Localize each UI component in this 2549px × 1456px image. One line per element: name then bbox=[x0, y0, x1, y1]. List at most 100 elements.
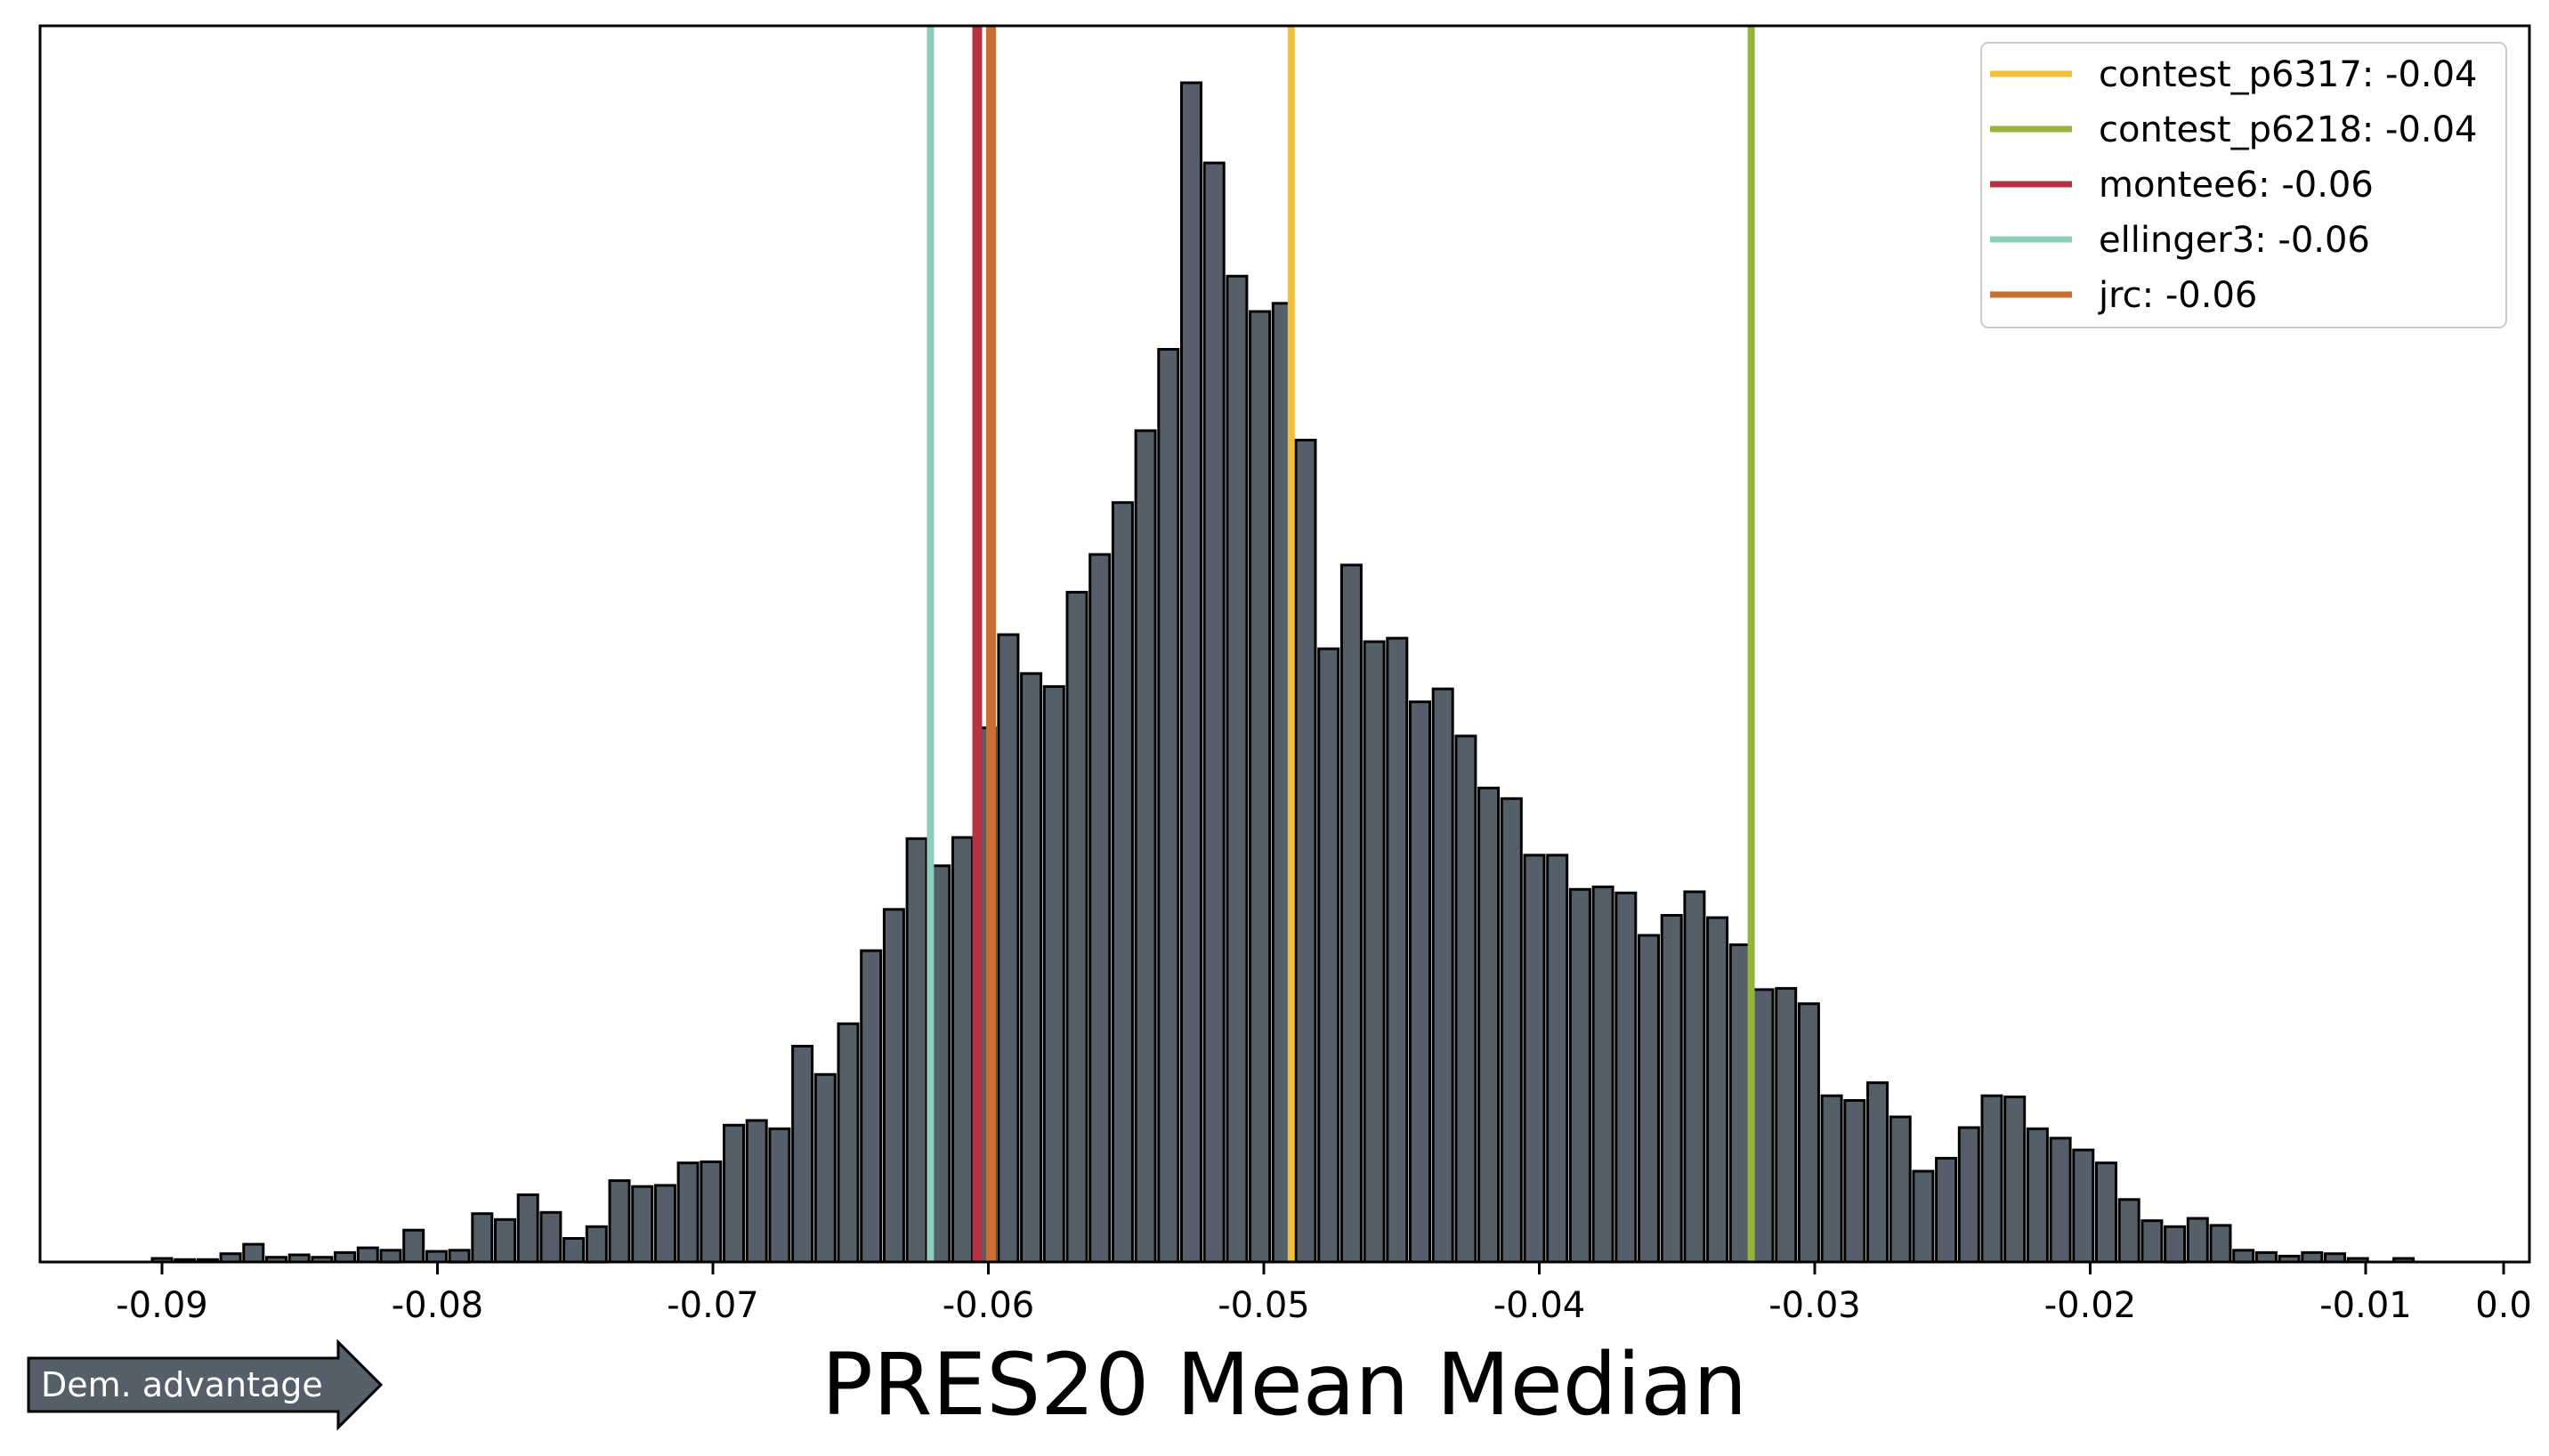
histogram-bar bbox=[402, 1228, 425, 1264]
histogram-bar bbox=[1843, 1099, 1866, 1264]
x-tick-label: -0.08 bbox=[392, 1285, 484, 1326]
histogram-bar bbox=[768, 1127, 791, 1264]
legend-entries: contest_p6317: -0.04 contest_p6218: -0.04… bbox=[1990, 54, 2478, 316]
histogram-bar bbox=[1339, 563, 1363, 1264]
histogram-bar bbox=[1912, 1169, 1935, 1264]
histogram-bar bbox=[1386, 636, 1409, 1264]
histogram-bar bbox=[1409, 700, 1431, 1264]
histogram-bar bbox=[1111, 501, 1134, 1264]
histogram-bar bbox=[1020, 672, 1043, 1264]
histogram-bar bbox=[562, 1237, 586, 1264]
histogram-bar bbox=[1568, 887, 1591, 1264]
x-tick-label: -0.02 bbox=[2044, 1285, 2137, 1326]
histogram-bar bbox=[1500, 797, 1523, 1264]
histogram-bar bbox=[1523, 853, 1546, 1264]
histogram-bar bbox=[1980, 1094, 2003, 1264]
histogram-bar bbox=[2003, 1096, 2027, 1264]
histogram-bar bbox=[1614, 891, 1638, 1264]
histogram-bar bbox=[860, 949, 883, 1264]
histogram-bar bbox=[1202, 161, 1226, 1264]
histogram-bar bbox=[2095, 1161, 2117, 1264]
legend-label-contest_p6218: contest_p6218: -0.04 bbox=[2099, 109, 2478, 150]
histogram-bar bbox=[1706, 916, 1729, 1264]
x-tick-label: -0.05 bbox=[1218, 1285, 1310, 1326]
histogram-bar bbox=[1866, 1081, 1889, 1264]
histogram-bar bbox=[1820, 1094, 1843, 1264]
legend-label-contest_p6317: contest_p6317: -0.04 bbox=[2099, 54, 2478, 95]
histogram-bar bbox=[1249, 310, 1272, 1264]
arrow-shape bbox=[27, 1339, 384, 1431]
histogram-bar bbox=[2232, 1249, 2255, 1264]
histogram-bar bbox=[242, 1242, 265, 1264]
dem-advantage-arrow: Dem. advantage bbox=[27, 1339, 384, 1431]
histogram-bar bbox=[997, 633, 1020, 1264]
histogram-bar bbox=[723, 1123, 745, 1264]
x-axis-label: PRES20 Mean Median bbox=[821, 1335, 1747, 1435]
histogram-bar bbox=[379, 1249, 402, 1264]
histogram-bar bbox=[676, 1161, 700, 1264]
legend-label-ellinger3: ellinger3: -0.06 bbox=[2099, 220, 2370, 261]
histogram-bar bbox=[837, 1022, 860, 1264]
reference-lines bbox=[927, 26, 1755, 1262]
histogram-bar bbox=[1226, 274, 1249, 1264]
histogram-bar bbox=[1042, 684, 1065, 1264]
histogram-bar bbox=[1683, 890, 1706, 1264]
x-tick-label: -0.07 bbox=[667, 1285, 759, 1326]
histogram-bar bbox=[2117, 1198, 2140, 1264]
histogram-bar bbox=[1454, 734, 1477, 1264]
histogram-bar bbox=[2301, 1250, 2324, 1264]
histogram-bar bbox=[608, 1179, 631, 1264]
histogram-bar bbox=[1546, 853, 1569, 1264]
histogram-bar bbox=[516, 1193, 539, 1264]
histogram-bar bbox=[1477, 786, 1501, 1264]
histogram-bar bbox=[2254, 1250, 2278, 1264]
histogram-bar bbox=[1294, 439, 1317, 1264]
histogram-bar bbox=[905, 837, 928, 1264]
histogram-bar bbox=[1157, 348, 1180, 1264]
histogram-bar bbox=[1180, 81, 1202, 1264]
histogram-bar bbox=[1065, 590, 1088, 1264]
arrow-label: Dem. advantage bbox=[41, 1365, 323, 1404]
legend-label-jrc: jrc: -0.06 bbox=[2098, 275, 2257, 316]
histogram-bar bbox=[471, 1212, 494, 1264]
histogram-bar bbox=[1728, 943, 1752, 1264]
x-tick-label: 0.0 bbox=[2475, 1285, 2532, 1326]
histogram-bar bbox=[1775, 987, 1798, 1264]
histogram-bar bbox=[494, 1217, 516, 1264]
histogram-bar bbox=[1134, 429, 1157, 1264]
x-tick-label: -0.01 bbox=[2319, 1285, 2412, 1326]
histogram-bar bbox=[2164, 1225, 2187, 1264]
histogram-bar bbox=[1797, 1002, 1820, 1264]
x-tick-label: -0.04 bbox=[1493, 1285, 1586, 1326]
histogram-bar bbox=[2186, 1217, 2209, 1264]
histogram-bar bbox=[334, 1250, 357, 1264]
histogram-bar bbox=[882, 908, 905, 1264]
histogram-bar bbox=[1957, 1126, 1980, 1264]
histogram-bar bbox=[951, 836, 974, 1264]
histogram-bar bbox=[2049, 1136, 2072, 1264]
legend-box bbox=[1980, 42, 2507, 328]
histogram-bar bbox=[631, 1185, 654, 1264]
x-tick-label: -0.06 bbox=[943, 1285, 1035, 1326]
histogram-bar bbox=[1889, 1115, 1912, 1264]
histogram-bar bbox=[1660, 914, 1683, 1264]
histogram-bar bbox=[1752, 988, 1775, 1264]
histogram-bar bbox=[1088, 553, 1112, 1264]
histogram-bar bbox=[653, 1184, 676, 1264]
histogram-bar bbox=[791, 1045, 814, 1264]
histogram-bar bbox=[813, 1072, 837, 1264]
histogram-bar bbox=[585, 1225, 608, 1264]
histogram-bar bbox=[2140, 1219, 2164, 1264]
histogram-bar bbox=[700, 1160, 723, 1264]
histogram-bar bbox=[448, 1249, 471, 1264]
plot-frame bbox=[38, 24, 2531, 1264]
histogram-bar bbox=[2026, 1127, 2049, 1264]
histogram-bar bbox=[1591, 886, 1614, 1264]
histogram-bar bbox=[1363, 640, 1386, 1264]
histogram-bar bbox=[1317, 647, 1340, 1264]
x-axis: -0.09 -0.08 -0.07 -0.06 -0.05 -0.04 -0.03 -0.02… bbox=[116, 1262, 2532, 1326]
histogram-bar bbox=[1935, 1156, 1958, 1264]
histogram-bar bbox=[2209, 1224, 2232, 1264]
histogram-bar bbox=[539, 1210, 562, 1264]
